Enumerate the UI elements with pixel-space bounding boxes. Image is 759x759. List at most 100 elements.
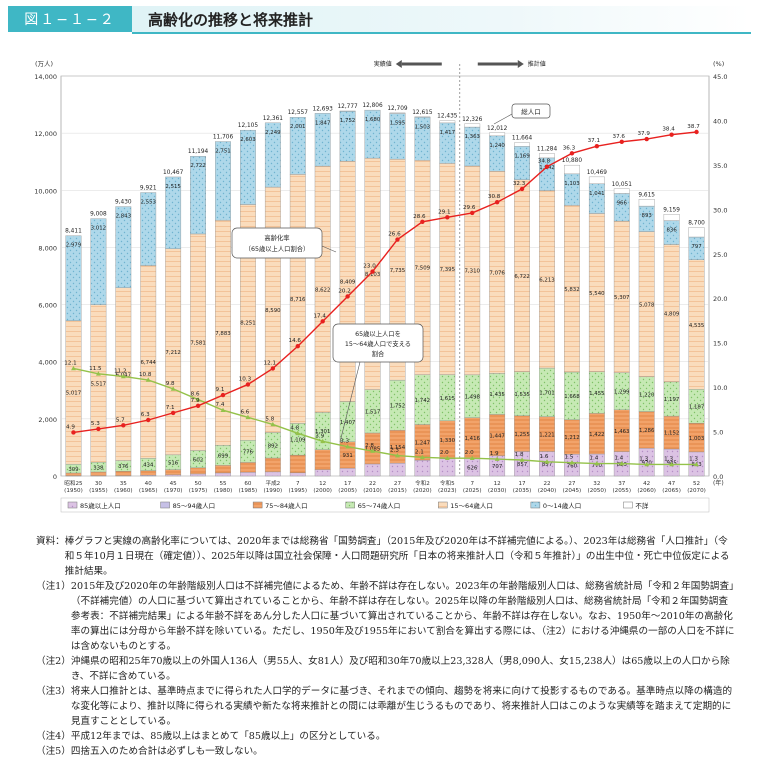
bar-total-label: 10,467 xyxy=(163,170,184,176)
aging-rate-value-label: 37.6 xyxy=(613,134,626,140)
x-tick-label: 22 xyxy=(543,481,550,487)
bar-value-label: 1,680 xyxy=(365,117,381,123)
bar-value-label: 2,979 xyxy=(66,243,82,249)
bar-total-label: 12,693 xyxy=(313,106,334,112)
aging-rate-value-label: 10.3 xyxy=(239,376,252,382)
bar-segment xyxy=(489,136,504,171)
y-left-tick-label: 2,000 xyxy=(38,416,57,424)
bar-value-label: 1,152 xyxy=(664,431,679,437)
bar-segment xyxy=(514,143,529,147)
y-right-tick-label: 5.0 xyxy=(713,429,723,437)
y-right-tick-label: 40.0 xyxy=(713,117,727,125)
aging-rate-value-label: 7.9 xyxy=(191,398,200,404)
bar-segment xyxy=(165,470,180,475)
y-left-tick-label: 10,000 xyxy=(34,187,57,195)
y-right-tick-label: 30.0 xyxy=(713,206,727,214)
bar-value-label: 8,251 xyxy=(240,321,255,327)
aging-rate-point xyxy=(320,319,324,323)
legend-label: 0～14歳人口 xyxy=(543,501,581,510)
aging-callout-line: 高齢化率 xyxy=(264,233,289,242)
bar-value-label: 1,503 xyxy=(415,124,430,130)
bar-value-label: 4,535 xyxy=(689,323,704,329)
bar-total-label: 12,615 xyxy=(412,110,433,116)
support-ratio-value-label: 1.4 xyxy=(614,456,623,462)
bar-total-label: 9,430 xyxy=(115,200,132,206)
support-ratio-value-label: 4.8 xyxy=(290,425,299,431)
bar-value-label: 1,416 xyxy=(465,436,481,442)
actual-label: 実績値 xyxy=(374,60,392,68)
x-tick-label: 平成2 xyxy=(265,479,280,487)
bar-value-label: 1,255 xyxy=(514,432,529,438)
bar-value-label: 1,220 xyxy=(639,392,655,398)
x-tick-label: (2050) xyxy=(588,488,607,494)
aging-rate-point xyxy=(595,144,599,148)
x-tick-label: 37 xyxy=(618,481,626,487)
support-ratio-value-label: 1.6 xyxy=(540,454,549,460)
bar-segment xyxy=(589,177,604,184)
bar-segment xyxy=(215,465,230,473)
aging-rate-value-label: 29.6 xyxy=(463,205,476,211)
bar-total-label: 11,284 xyxy=(537,147,558,153)
bar-value-label: 1,595 xyxy=(390,121,405,127)
x-tick-label: 27 xyxy=(394,481,402,487)
aging-rate-point xyxy=(296,344,300,348)
bar-segment xyxy=(564,165,579,174)
support-ratio-value-label: 9.8 xyxy=(166,381,175,387)
legend-label: 75～84歳人口 xyxy=(265,501,308,510)
bar-value-label: 7,509 xyxy=(415,266,431,272)
note-item: （注5）四捨五入のため合計は必ずしも一致しない。 xyxy=(36,744,736,759)
bar-segment xyxy=(689,227,704,237)
bar-value-label: 1,447 xyxy=(489,433,504,439)
support-ratio-value-label: 3.9 xyxy=(315,433,324,439)
bar-segment xyxy=(415,460,430,476)
legend-label: 85～94歳人口 xyxy=(173,501,216,510)
bar-value-label: 1,668 xyxy=(564,394,580,400)
bar-value-label: 1,535 xyxy=(514,392,529,398)
note-tag: （注4） xyxy=(36,729,71,744)
bar-segment xyxy=(315,450,330,470)
bar-total-label: 12,435 xyxy=(437,114,458,120)
bar-segment xyxy=(66,473,81,476)
x-tick-label: (2065) xyxy=(662,488,681,494)
note-item: 資料：棒グラフと実線の高齢化率については、2020年までは総務省「国勢調査」（2… xyxy=(36,534,736,579)
x-tick-label: 32 xyxy=(593,481,600,487)
bar-value-label: 1,103 xyxy=(564,181,579,187)
bar-value-label: 8,622 xyxy=(315,287,330,293)
bar-value-label: 1,286 xyxy=(639,428,655,434)
aging-rate-value-label: 34.8 xyxy=(538,159,551,165)
legend-swatch xyxy=(623,502,632,508)
aging-rate-point xyxy=(146,418,150,422)
aging-rate-point xyxy=(620,140,624,144)
y-right-tick-label: 35.0 xyxy=(713,162,727,170)
support-ratio-value-label: 8.6 xyxy=(191,392,200,398)
x-tick-label: 47 xyxy=(668,481,676,487)
bar-value-label: 4,809 xyxy=(664,311,680,317)
bar-value-label: 1,752 xyxy=(340,118,355,124)
aging-rate-point xyxy=(694,130,698,134)
bar-value-label: 776 xyxy=(243,450,254,456)
x-tick-label: (2020) xyxy=(413,488,432,494)
bar-segment xyxy=(440,459,455,476)
bar-segment xyxy=(614,193,629,221)
bar-value-label: 1,422 xyxy=(589,432,604,438)
aging-rate-point xyxy=(96,427,100,431)
x-tick-label: (2010) xyxy=(363,488,382,494)
x-tick-label: (1965) xyxy=(139,488,158,494)
note-tag: 資料： xyxy=(36,534,65,579)
x-tick-label: 52 xyxy=(693,481,700,487)
y-left-unit: (万人) xyxy=(35,60,53,68)
aging-rate-value-label: 14.6 xyxy=(289,338,302,344)
bar-value-label: 1,615 xyxy=(440,396,455,402)
y-left-tick-label: 8,000 xyxy=(38,244,57,252)
aging-rate-value-label: 32.3 xyxy=(513,181,526,187)
support-callout-line: 65歳以上人口を xyxy=(355,329,401,338)
support-ratio-value-label: 3.3 xyxy=(340,439,349,445)
x-tick-label: (1995) xyxy=(288,488,307,494)
bar-segment xyxy=(440,121,455,123)
aging-rate-point xyxy=(669,132,673,136)
aging-rate-value-label: 5.7 xyxy=(116,417,125,423)
x-tick-label: (2035) xyxy=(513,488,532,494)
support-callout-line: 割合 xyxy=(372,349,385,358)
x-tick-label: (2045) xyxy=(563,488,582,494)
bar-value-label: 6,744 xyxy=(141,360,157,366)
